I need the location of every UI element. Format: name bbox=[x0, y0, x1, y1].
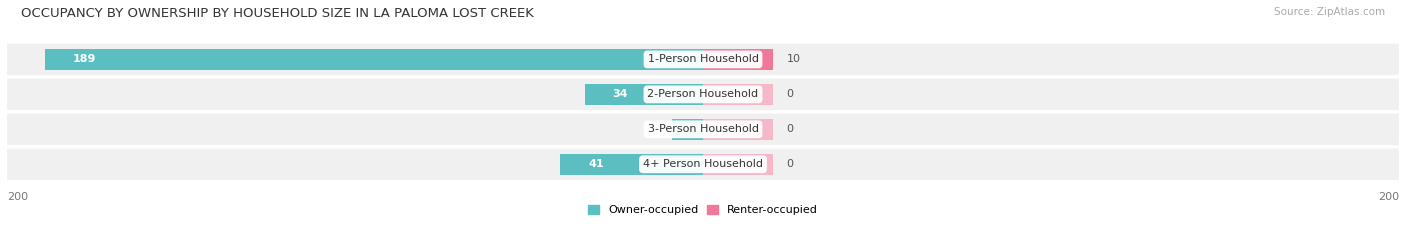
Text: 189: 189 bbox=[73, 55, 97, 64]
FancyBboxPatch shape bbox=[7, 114, 1399, 145]
Bar bbox=[703, 154, 773, 175]
Text: 41: 41 bbox=[588, 159, 603, 169]
Text: OCCUPANCY BY OWNERSHIP BY HOUSEHOLD SIZE IN LA PALOMA LOST CREEK: OCCUPANCY BY OWNERSHIP BY HOUSEHOLD SIZE… bbox=[21, 7, 534, 20]
Text: Source: ZipAtlas.com: Source: ZipAtlas.com bbox=[1274, 7, 1385, 17]
Text: 1-Person Household: 1-Person Household bbox=[648, 55, 758, 64]
Bar bbox=[703, 49, 773, 70]
Text: 4+ Person Household: 4+ Person Household bbox=[643, 159, 763, 169]
FancyBboxPatch shape bbox=[7, 149, 1399, 180]
Text: 0: 0 bbox=[786, 159, 793, 169]
Legend: Owner-occupied, Renter-occupied: Owner-occupied, Renter-occupied bbox=[588, 205, 818, 215]
Bar bbox=[561, 154, 703, 175]
Text: 3-Person Household: 3-Person Household bbox=[648, 124, 758, 134]
Bar bbox=[672, 119, 703, 140]
Bar bbox=[45, 49, 703, 70]
Text: 9: 9 bbox=[689, 124, 696, 134]
Text: 0: 0 bbox=[786, 124, 793, 134]
Text: 34: 34 bbox=[613, 89, 628, 99]
Bar bbox=[703, 84, 773, 105]
Bar bbox=[703, 119, 773, 140]
Text: 200: 200 bbox=[7, 192, 28, 202]
Text: 0: 0 bbox=[786, 89, 793, 99]
FancyBboxPatch shape bbox=[7, 79, 1399, 110]
Bar bbox=[585, 84, 703, 105]
Text: 200: 200 bbox=[1378, 192, 1399, 202]
Text: 10: 10 bbox=[786, 55, 800, 64]
FancyBboxPatch shape bbox=[7, 44, 1399, 75]
Text: 2-Person Household: 2-Person Household bbox=[647, 89, 759, 99]
